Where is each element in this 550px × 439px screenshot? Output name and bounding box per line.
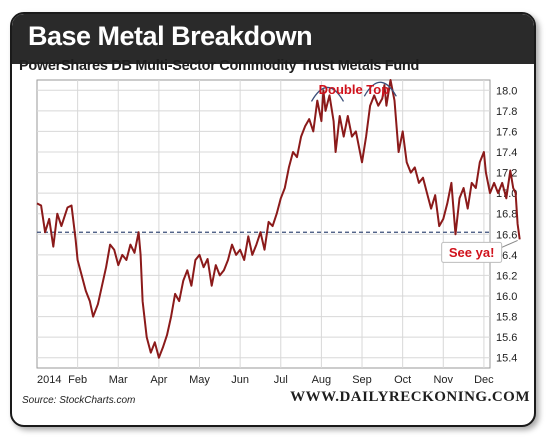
y-tick-label: 17.6 [496,126,517,138]
x-tick-label: Aug [312,374,332,386]
y-tick-label: 17.4 [496,147,517,159]
chart-subtitle: PowerShares DB Multi-Sector Commodity Tr… [19,58,420,74]
double-top-arc [310,86,345,102]
x-tick-label: Sep [352,374,372,386]
y-tick-label: 17.2 [496,168,517,180]
callout-box [441,241,503,263]
x-tick-label: Dec [474,374,494,386]
double-top-label: Double Top [319,82,390,97]
banner-title: Base Metal Breakdown [28,21,313,51]
double-top-arc [363,81,397,97]
x-tick-label: Jul [274,374,288,386]
brand-url: WWW.DAILYRECKONING.COM [290,389,530,405]
y-tick-label: 16.0 [496,291,517,303]
y-tick-label: 15.8 [496,312,517,324]
callout-pointer [501,239,518,248]
x-tick-label: Mar [109,374,128,386]
y-tick-label: 15.6 [496,332,517,344]
x-tick-label: 2014 [37,374,61,386]
see-ya-label: See ya! [449,245,495,260]
plot-area [36,79,491,369]
y-tick-label: 16.6 [496,229,517,241]
source-credit: Source: StockCharts.com [22,395,136,406]
x-tick-label: Nov [433,374,453,386]
x-tick-label: Oct [394,374,411,386]
y-tick-label: 18.0 [496,85,517,97]
x-tick-label: Apr [150,374,167,386]
price-series-line [36,79,521,359]
y-tick-label: 15.4 [496,353,517,365]
title-banner: Base Metal Breakdown [12,14,534,64]
x-tick-label: May [189,374,210,386]
y-tick-label: 16.8 [496,209,517,221]
x-tick-label: Jun [231,374,249,386]
y-tick-label: 17.8 [496,106,517,118]
y-tick-label: 16.2 [496,270,517,282]
x-tick-label: Feb [68,374,87,386]
